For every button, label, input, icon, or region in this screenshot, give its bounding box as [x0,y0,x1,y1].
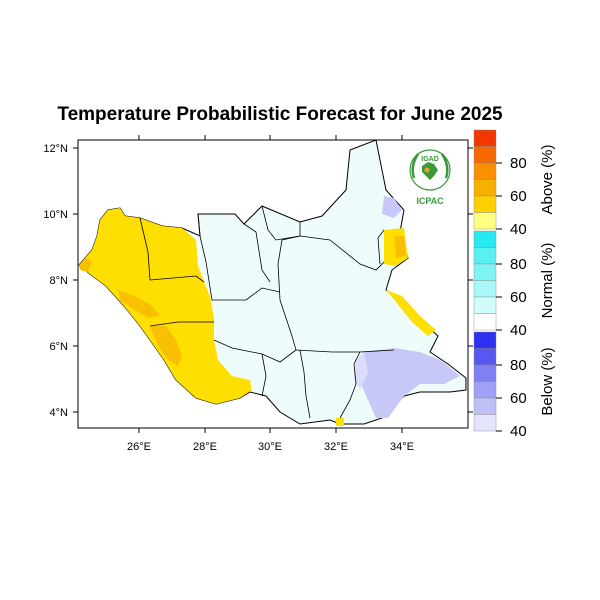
colorbar-swatch [473,381,497,399]
colorbar-swatch [473,296,497,314]
colorbar-tick-label: 60 [510,390,527,407]
colorbar-tick-label: 80 [510,256,527,273]
colorbar-tick-label: 40 [510,322,527,339]
colorbar-tick-label: 80 [510,357,527,374]
africa-map-icon [422,162,438,180]
colorbar-swatch [473,212,497,230]
colorbar-swatch [473,414,497,432]
colorbar-group-label: Normal (%) [539,243,556,319]
colorbar-swatch [473,230,497,248]
colorbar-swatch [473,162,497,180]
colorbar-swatch [473,146,497,164]
laurel-left-icon [411,153,420,179]
colorbar-swatch [473,129,497,147]
y-tick-label: 6°N [50,341,69,353]
below-north-patch [382,196,402,218]
colorbar-swatch [473,179,497,197]
x-axis [138,135,403,433]
y-tick-labels: 12°N 10°N 8°N 6°N 4°N [43,143,68,419]
logo-bottom-text: ICPAC [416,196,444,206]
logo-top-text: IGAD [421,156,439,163]
colorbar-tick-label: 40 [510,423,527,440]
colorbar-swatch [473,364,497,382]
colorbar-group-label: Below (%) [539,347,556,415]
colorbar-swatch [473,195,497,213]
colorbar-group-label: Above (%) [539,144,556,214]
forecast-shading [79,196,460,426]
above-east-strip [386,290,436,336]
icpac-logo: IGAD ICPAC [409,149,451,206]
colorbar-tick-label: 60 [510,188,527,205]
above-south-tip [336,418,344,426]
above-west-region [79,208,252,404]
colorbar-swatch [473,397,497,415]
x-tick-label: 34°E [390,441,414,453]
colorbar-tick-label: 80 [510,155,527,172]
colorbar-tick-label: 60 [510,289,527,306]
below-southeast-region [356,348,460,418]
above-south-edge-patch [118,290,160,318]
colorbar-swatch [473,348,497,366]
y-tick-label: 4°N [50,407,69,419]
x-tick-label: 30°E [258,441,282,453]
laurel-right-icon [440,153,449,179]
above-west-edge-patch [79,258,92,272]
colorbar-swatch [473,280,497,298]
colorbar-tick-label: 40 [510,221,527,238]
above-southwest-patch [150,326,182,366]
x-tick-label: 28°E [193,441,217,453]
y-tick-label: 10°N [43,209,68,221]
region-dot-icon [424,167,430,173]
y-axis [73,147,473,413]
y-tick-label: 8°N [50,275,69,287]
colorbar-swatch [473,331,497,349]
colorbar: 80 60 40 Above (%) 80 60 40 Normal (%) 80 60 40 Bel… [473,129,556,440]
colorbar-swatch [473,313,497,331]
colorbar-swatch [473,263,497,281]
x-tick-labels: 26°E 28°E 30°E 32°E 34°E [127,441,414,453]
x-tick-label: 32°E [324,441,348,453]
x-tick-label: 26°E [127,441,151,453]
chart-title: Temperature Probabilistic Forecast for J… [57,104,503,125]
below-southeast-light [354,352,368,390]
above-east-patch [394,236,406,258]
y-tick-label: 12°N [43,143,68,155]
state-boundaries [139,205,395,419]
colorbar-swatch [473,247,497,265]
